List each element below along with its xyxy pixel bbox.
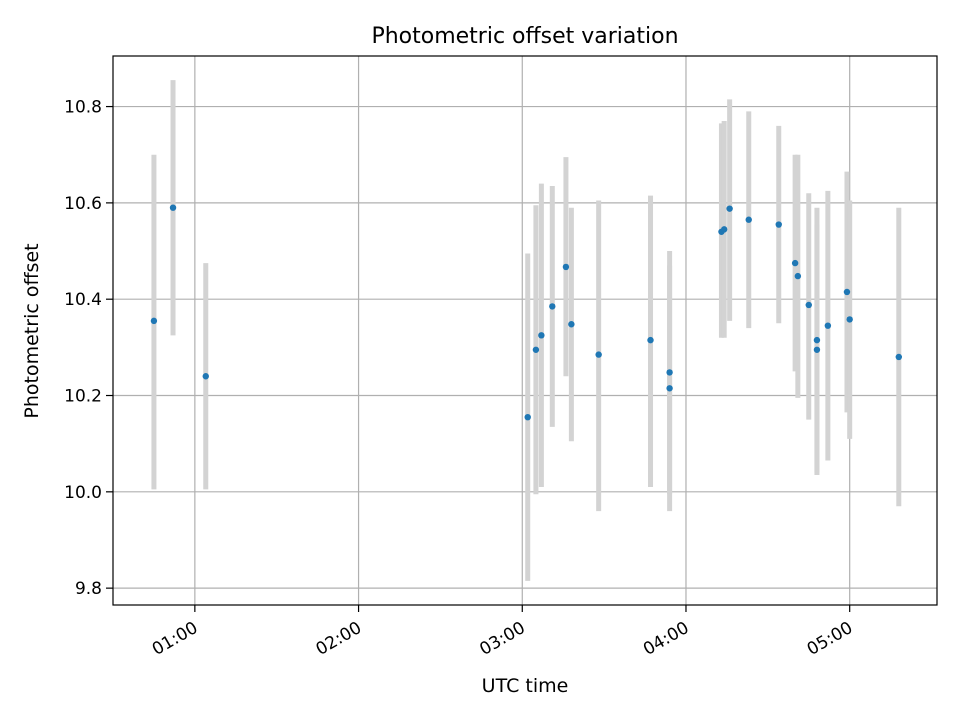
data-point (562, 263, 570, 271)
data-point (720, 226, 728, 233)
x-axis-label: UTC time (482, 675, 569, 697)
y-tick-label: 10.8 (64, 98, 102, 118)
y-axis-label: Photometric offset (21, 243, 43, 418)
y-tick-label: 10.4 (64, 290, 102, 310)
y-tick-label: 9.8 (75, 579, 102, 599)
data-point (824, 322, 832, 329)
y-axis-ticks: 9.8 10.0 10.2 10.4 10.6 10.8 (64, 98, 113, 599)
data-point (538, 332, 545, 339)
y-tick-label: 10.0 (64, 483, 102, 503)
y-tick-label: 10.6 (64, 194, 102, 214)
data-point (895, 353, 903, 361)
data-point (202, 373, 209, 380)
chart-title: Photometric offset variation (371, 24, 678, 49)
data-point (794, 272, 802, 280)
data-point (726, 205, 733, 212)
data-point (169, 204, 177, 211)
data-point (805, 301, 812, 309)
data-point (532, 346, 540, 353)
data-point (813, 336, 821, 344)
data-point (846, 316, 853, 323)
data-point (568, 321, 575, 328)
data-point (791, 259, 799, 267)
data-point (775, 221, 782, 228)
data-point (647, 336, 654, 344)
data-point (549, 303, 556, 310)
y-tick-label: 10.2 (64, 387, 102, 407)
data-point (666, 369, 673, 376)
data-point (843, 288, 851, 296)
data-points (150, 204, 903, 421)
data-point (595, 351, 602, 358)
data-point (745, 216, 752, 223)
data-point (666, 385, 673, 392)
data-point (150, 317, 158, 325)
plot-area-frame (112, 55, 938, 606)
data-point (524, 413, 531, 421)
data-point (813, 346, 821, 353)
